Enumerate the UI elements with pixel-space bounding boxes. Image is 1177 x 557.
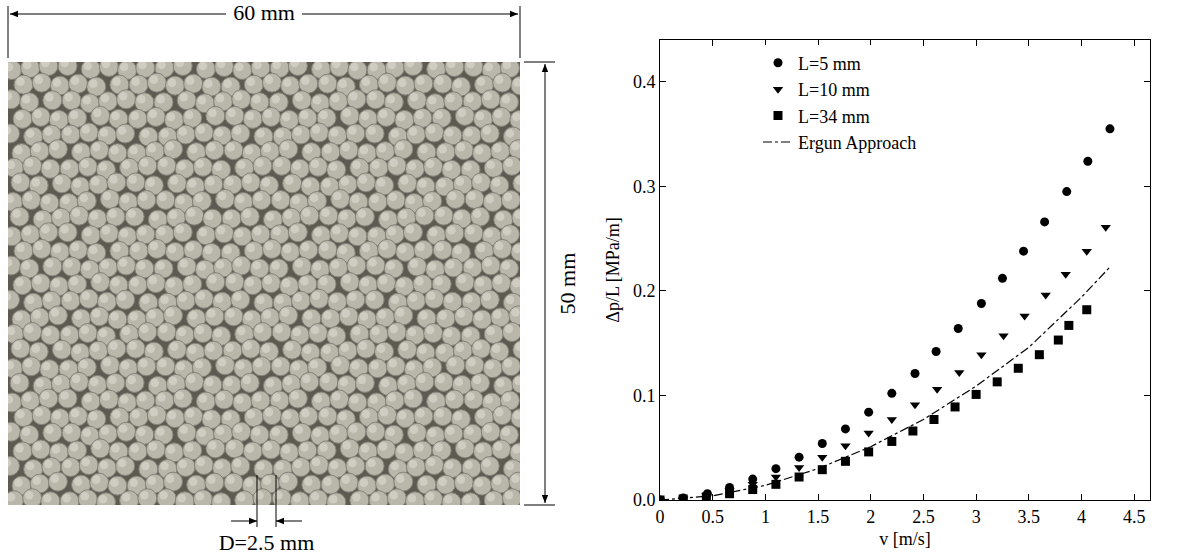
svg-text:Ergun Approach: Ergun Approach (798, 133, 916, 153)
svg-text:50 mm: 50 mm (555, 253, 580, 315)
svg-text:4.5: 4.5 (1123, 507, 1146, 527)
svg-text:v [m/s]: v [m/s] (879, 529, 931, 549)
svg-text:D=2.5 mm: D=2.5 mm (219, 530, 315, 555)
svg-text:60 mm: 60 mm (233, 0, 295, 25)
svg-text:2: 2 (866, 507, 875, 527)
svg-text:0: 0 (656, 507, 665, 527)
svg-text:3: 3 (972, 507, 981, 527)
svg-text:Δp/L [MPa/m]: Δp/L [MPa/m] (603, 217, 623, 322)
svg-text:0.0: 0.0 (633, 490, 656, 510)
svg-text:0.4: 0.4 (633, 72, 656, 92)
svg-text:3.5: 3.5 (1018, 507, 1041, 527)
svg-text:0.1: 0.1 (633, 386, 656, 406)
svg-text:L=5 mm: L=5 mm (798, 54, 861, 74)
svg-text:4: 4 (1077, 507, 1086, 527)
svg-text:0.5: 0.5 (701, 507, 724, 527)
svg-text:0.2: 0.2 (633, 281, 656, 301)
svg-text:L=34 mm: L=34 mm (798, 107, 870, 127)
svg-text:2.5: 2.5 (912, 507, 935, 527)
svg-text:1: 1 (761, 507, 770, 527)
svg-text:1.5: 1.5 (807, 507, 830, 527)
svg-text:0.3: 0.3 (633, 177, 656, 197)
svg-text:L=10 mm: L=10 mm (798, 80, 870, 100)
